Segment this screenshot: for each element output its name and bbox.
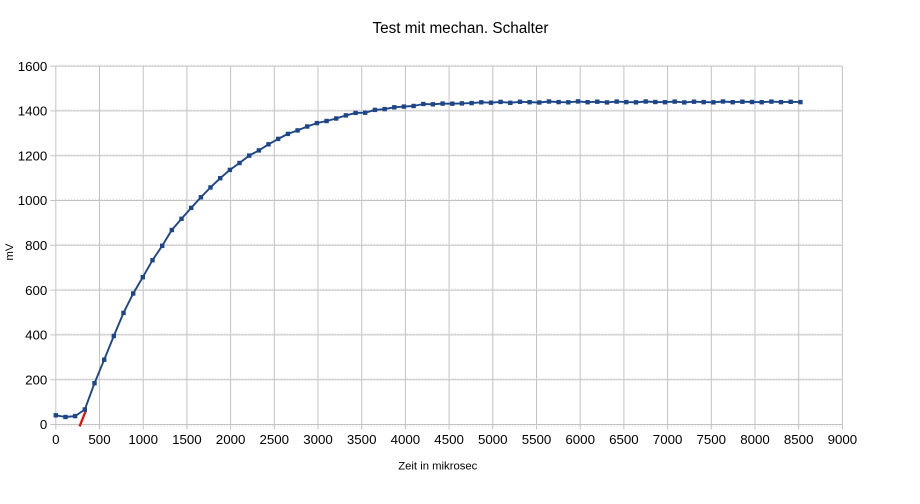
svg-text:1000: 1000 [128,432,158,447]
svg-text:800: 800 [25,238,47,253]
svg-text:0: 0 [40,417,47,432]
svg-text:2000: 2000 [216,432,246,447]
svg-text:400: 400 [25,328,47,343]
svg-text:5000: 5000 [478,432,508,447]
svg-text:Zeit in mikrosec: Zeit in mikrosec [398,461,477,473]
svg-text:0: 0 [52,432,59,447]
svg-text:1600: 1600 [18,59,48,74]
svg-text:1400: 1400 [18,104,48,119]
svg-text:8500: 8500 [784,432,814,447]
svg-text:6500: 6500 [609,432,639,447]
svg-text:200: 200 [25,372,47,387]
svg-text:1200: 1200 [18,148,48,163]
svg-text:mV: mV [4,243,16,260]
svg-text:4000: 4000 [391,432,421,447]
svg-text:7500: 7500 [697,432,727,447]
svg-text:1000: 1000 [18,193,48,208]
svg-text:5500: 5500 [522,432,552,447]
svg-text:2500: 2500 [260,432,290,447]
svg-text:8000: 8000 [740,432,770,447]
svg-text:Test mit mechan. Schalter: Test mit mechan. Schalter [373,20,549,37]
svg-text:6000: 6000 [565,432,595,447]
svg-text:3500: 3500 [347,432,377,447]
svg-text:9000: 9000 [828,432,858,447]
svg-text:600: 600 [25,283,47,298]
svg-text:3000: 3000 [303,432,333,447]
svg-text:7000: 7000 [653,432,683,447]
svg-text:500: 500 [88,432,110,447]
svg-text:4500: 4500 [434,432,464,447]
svg-text:1500: 1500 [172,432,202,447]
